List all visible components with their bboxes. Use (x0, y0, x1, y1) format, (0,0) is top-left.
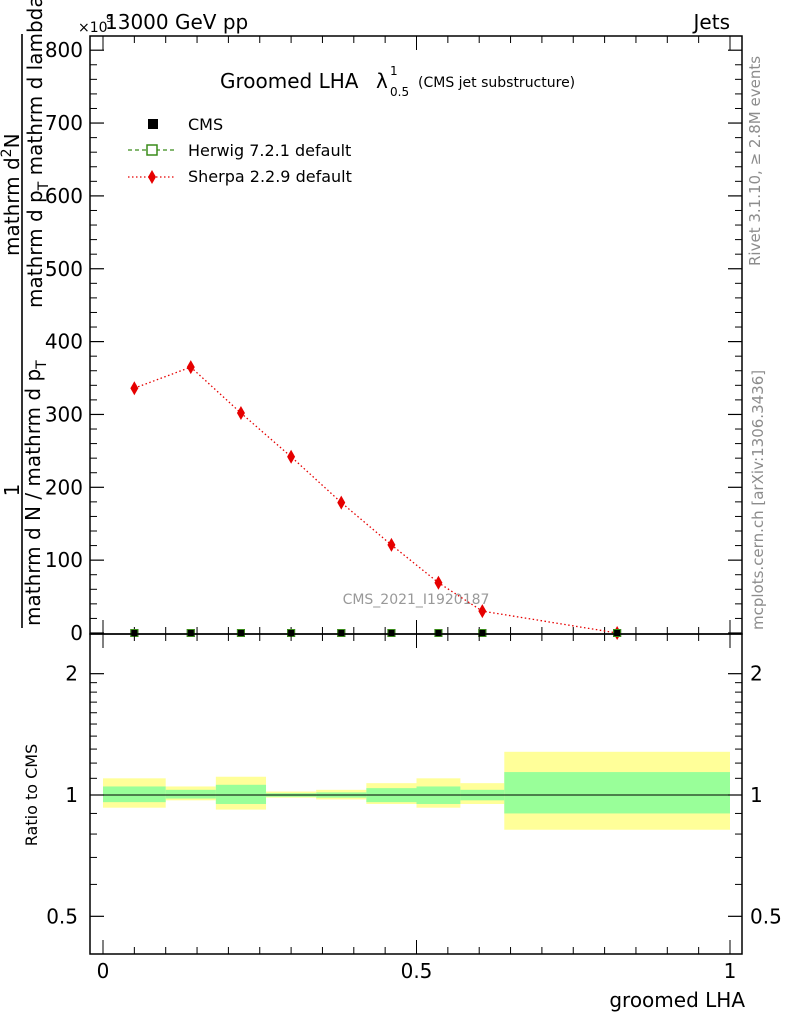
plot-title: Groomed LHA λ 1 0.5 (CMS jet substructur… (220, 64, 575, 99)
legend-entry-herwig: Herwig 7.2.1 default (128, 141, 351, 160)
cms-point (478, 629, 487, 637)
x-tick-label: 1 (724, 959, 737, 983)
legend-entry-sherpa: Sherpa 2.2.9 default (128, 167, 352, 186)
herwig-point (236, 629, 245, 637)
ratio-band-inner (504, 772, 730, 814)
ratio-axis-title: Ratio to CMS (22, 744, 41, 846)
y-title-inner-denominator-sub: T (36, 181, 52, 191)
y-title-outer-denominator: mathrm d N / mathrm d p (21, 369, 45, 626)
y-title-outer-denominator-sub: T (34, 360, 50, 370)
y-title-inner-numerator: mathrm d (0, 157, 24, 256)
x-tick-label: 0.5 (401, 959, 433, 983)
main-y-axis-title: 1 mathrm d N / mathrm d pT mathrm d2N ma… (0, 0, 52, 628)
sherpa-point (478, 604, 487, 619)
plot-title-main: Groomed LHA (220, 69, 359, 93)
main-y-axis: 0 100 200 300 400 500 600 700 800 (45, 38, 742, 645)
plot-title-superscript: 1 (390, 64, 398, 78)
legend-sherpa-marker (148, 170, 156, 184)
sherpa-point (287, 449, 296, 464)
svg-text:mathrm d pT mathrm d lambda: mathrm d pT mathrm d lambda (23, 0, 52, 308)
main-y-tick-label: 0 (70, 621, 83, 645)
plot-title-tag: (CMS jet substructure) (418, 75, 575, 91)
plot-title-subscript: 0.5 (390, 85, 409, 99)
legend-herwig-marker (146, 144, 158, 156)
y-title-outer-numerator: 1 (0, 484, 24, 497)
cms-series (130, 629, 622, 637)
herwig-point (337, 629, 346, 637)
cms-point (287, 629, 296, 637)
y-title-inner-numerator-tail: N (0, 133, 24, 148)
sherpa-series (130, 360, 622, 640)
y-title-inner-denominator-a: mathrm d p (23, 190, 47, 308)
ratio-band-inner (215, 784, 267, 804)
cms-point (186, 629, 195, 637)
cms-point (337, 629, 346, 637)
main-y-tick-label: 800 (45, 38, 83, 62)
sherpa-point (387, 537, 396, 552)
sherpa-point (186, 360, 195, 375)
ratio-y-tick-label-right: 0.5 (750, 904, 782, 928)
herwig-point (478, 629, 487, 637)
ratio-band-inner (165, 789, 216, 799)
y-title-inner-denominator-b: mathrm d lambda (23, 0, 47, 182)
herwig-point (387, 629, 396, 637)
sherpa-point (236, 405, 245, 420)
herwig-series (130, 629, 622, 637)
analysis-watermark: CMS_2021_I1920187 (343, 592, 490, 608)
x-axis-title: groomed LHA (609, 988, 745, 1012)
header-left: 13000 GeV pp (105, 10, 248, 34)
legend-entry-cms: CMS (148, 115, 223, 134)
exponent-base: ×10 (78, 20, 108, 36)
herwig-point (613, 629, 622, 637)
ratio-y-tick-label-right: 2 (750, 662, 763, 686)
ratio-bands (103, 751, 730, 830)
rivet-version-label: Rivet 3.1.10, ≥ 2.8M events (746, 56, 764, 266)
legend-cms-label: CMS (188, 115, 223, 134)
legend: CMS Herwig 7.2.1 default Sherpa 2.2.9 de… (128, 115, 352, 186)
exponent-power: 9 (106, 12, 113, 25)
x-axis: 0 0.5 1 (97, 634, 737, 983)
exponent-label: ×10 9 (78, 12, 113, 36)
herwig-point (434, 629, 443, 637)
legend-cms-marker (148, 119, 158, 129)
legend-sherpa-label: Sherpa 2.2.9 default (188, 167, 352, 186)
ratio-y-tick-label: 1 (65, 783, 78, 807)
svg-text:mathrm d2N: mathrm d2N (0, 133, 24, 256)
ratio-y-tick-label: 0.5 (46, 904, 78, 928)
sherpa-point (337, 495, 346, 510)
herwig-point (186, 629, 195, 637)
y-title-inner-numerator-sup: 2 (0, 148, 15, 157)
main-y-tick-label: 100 (45, 548, 83, 572)
main-y-tick-label: 200 (45, 475, 83, 499)
ratio-y-axis: 0.5 0.5 1 1 2 2 (46, 662, 782, 929)
main-y-tick-label: 600 (45, 184, 83, 208)
ratio-y-tick-label-right: 1 (750, 783, 763, 807)
main-y-tick-label: 500 (45, 257, 83, 281)
sherpa-point (434, 575, 443, 590)
cms-point (130, 629, 139, 637)
ratio-band-inner (103, 786, 166, 803)
svg-text:mathrm d N / mathrm d pT: mathrm d N / mathrm d pT (21, 360, 50, 626)
mcplots-reference-label: mcplots.cern.ch [arXiv:1306.3436] (749, 370, 767, 630)
main-y-tick-label: 400 (45, 330, 83, 354)
cms-point (236, 629, 245, 637)
x-tick-label: 0 (97, 959, 110, 983)
cms-point (613, 629, 622, 637)
header-right: Jets (692, 10, 730, 34)
plot-title-symbol: λ (376, 69, 388, 93)
sherpa-point (130, 381, 139, 396)
main-y-tick-label: 700 (45, 111, 83, 135)
cms-point (387, 629, 396, 637)
main-x-ticks (102, 36, 731, 634)
legend-herwig-label: Herwig 7.2.1 default (188, 141, 351, 160)
main-y-tick-label: 300 (45, 402, 83, 426)
cms-point (434, 629, 443, 637)
ratio-y-tick-label: 2 (65, 662, 78, 686)
